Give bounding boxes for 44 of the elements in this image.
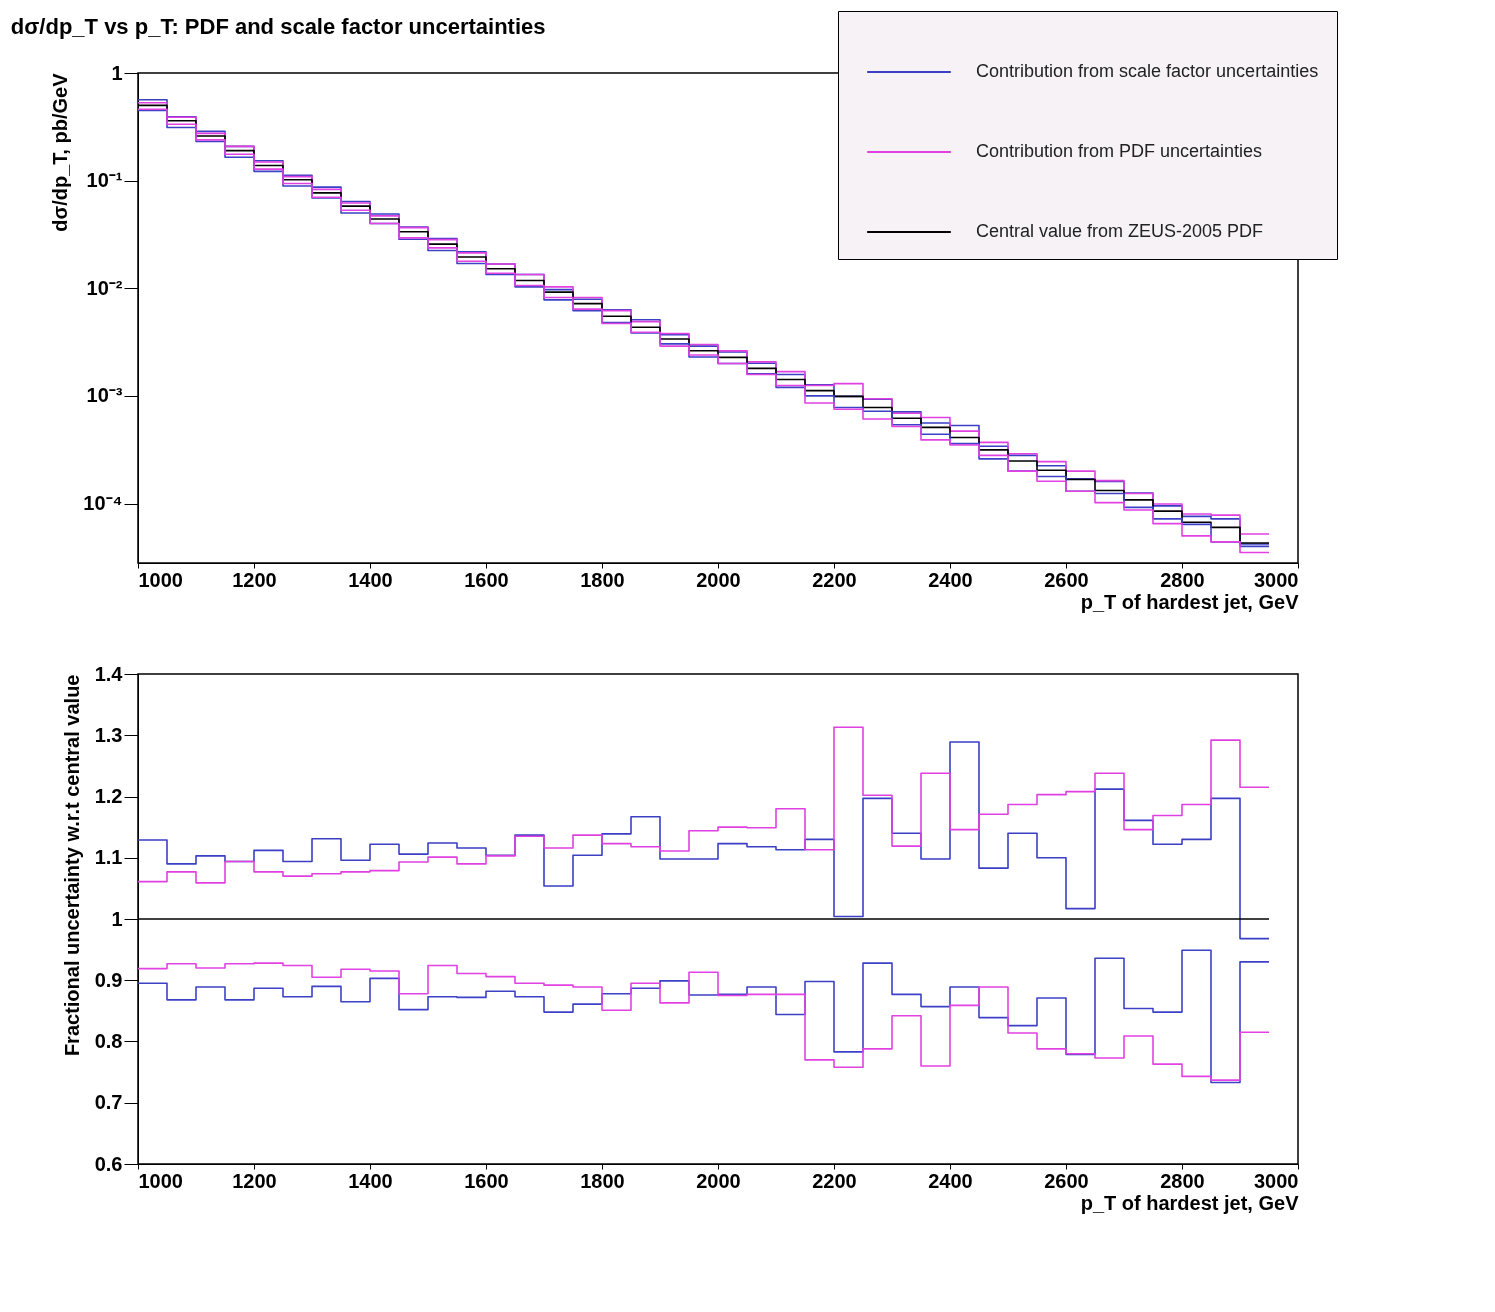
chart-title: dσ/dp_T vs p_T: PDF and scale factor uncertainties [10,14,546,39]
y-tick-label: 10⁻³ [86,384,123,407]
x-tick-label: 2400 [928,1169,973,1192]
x-tick-label: 1000 [138,568,183,591]
y-tick-label: 1.1 [94,846,123,869]
y-tick-label: 1.2 [94,785,123,807]
x-tick-label: 2000 [696,568,741,591]
y-tick-label: 0.8 [94,1030,123,1052]
y-tick-label: 1 [111,907,123,930]
y-tick-label: 10⁻⁴ [83,492,123,514]
y-axis-title: dσ/dp_T, pb/GeV [49,72,72,232]
legend-label: Contribution from PDF uncertainties [976,141,1263,161]
x-tick-label: 1200 [232,1169,277,1192]
x-tick-label: 2600 [1044,1169,1089,1192]
x-tick-label: 1800 [580,1169,625,1192]
x-tick-label: 2200 [812,1169,857,1192]
y-tick-label: 1.4 [94,662,124,685]
x-tick-label: 2800 [1160,1169,1205,1192]
y-tick-label: 1.3 [94,723,123,746]
y-axis-title: Fractional uncertainty w.r.t central value [60,674,83,1057]
x-tick-label: 1400 [348,568,393,591]
x-tick-label: 1600 [464,568,509,591]
x-tick-label: 1800 [580,568,625,591]
x-tick-label: 1400 [348,1169,393,1192]
legend-label: Central value from ZEUS-2005 PDF [976,221,1264,241]
x-tick-label: 1200 [232,568,277,591]
x-tick-label: 2200 [812,568,857,591]
y-tick-label: 0.6 [94,1152,123,1175]
y-tick-label: 10⁻² [86,276,123,299]
x-axis-title: p_T of hardest jet, GeV [1080,1191,1300,1214]
x-tick-label: 2000 [696,1169,741,1192]
x-tick-label: 2400 [928,568,973,591]
x-tick-label: 1600 [464,1169,509,1192]
y-tick-label: 0.7 [94,1091,123,1114]
x-tick-label: 2600 [1044,568,1089,591]
y-tick-label: 10⁻¹ [86,169,123,192]
y-tick-label: 1 [111,61,123,84]
x-axis-title: p_T of hardest jet, GeV [1080,590,1300,613]
x-tick-label: 3000 [1254,1169,1299,1192]
x-tick-label: 3000 [1254,568,1299,591]
legend-label: Contribution from scale factor uncertainties [976,61,1319,81]
x-tick-label: 1000 [138,1169,183,1192]
y-tick-label: 0.9 [94,968,123,991]
x-tick-label: 2800 [1160,568,1205,591]
